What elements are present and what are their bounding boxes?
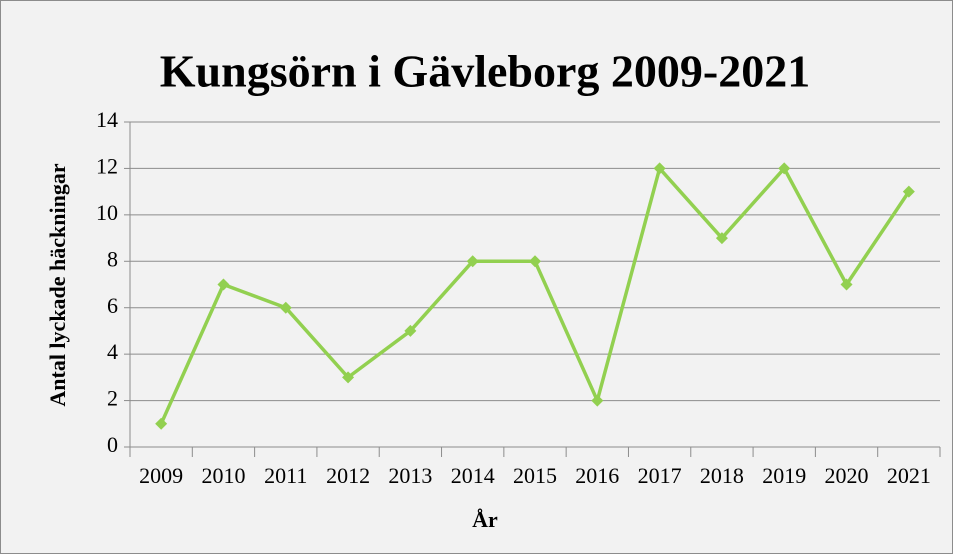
x-tick-label: 2015 [513,463,557,488]
y-axis-label: Antal lyckade häckningar [45,163,70,406]
data-point [342,371,355,384]
y-tick-label: 14 [96,107,118,132]
y-tick-label: 12 [96,153,118,178]
x-tick-label: 2020 [825,463,869,488]
data-point [902,185,915,198]
x-tick-label: 2019 [762,463,806,488]
x-tick-label: 2014 [451,463,495,488]
y-tick-label: 10 [96,200,118,225]
x-tick-label: 2009 [139,463,183,488]
y-tick-label: 6 [107,293,118,318]
y-tick-label: 0 [107,432,118,457]
y-tick-label: 2 [107,386,118,411]
x-tick-label: 2010 [201,463,245,488]
data-point [466,255,479,268]
x-tick-label: 2012 [326,463,370,488]
data-point [778,162,791,175]
y-tick-label: 4 [107,339,118,364]
data-point [279,301,292,314]
data-point [529,255,541,268]
x-tick-label: 2016 [575,463,619,488]
x-tick-label: 2017 [638,463,682,488]
x-tick-label: 2021 [887,463,931,488]
y-tick-label: 8 [107,246,118,271]
x-tick-label: 2011 [264,463,307,488]
data-point [653,162,666,175]
data-point [840,278,853,291]
data-point [715,232,728,245]
data-point [591,394,604,407]
x-tick-label: 2013 [388,463,432,488]
chart-title: Kungsörn i Gävleborg 2009-2021 [160,46,810,97]
data-point [217,278,230,291]
data-point [404,324,417,337]
x-tick-label: 2018 [700,463,744,488]
x-axis-label: År [472,507,498,532]
data-point [155,417,168,430]
